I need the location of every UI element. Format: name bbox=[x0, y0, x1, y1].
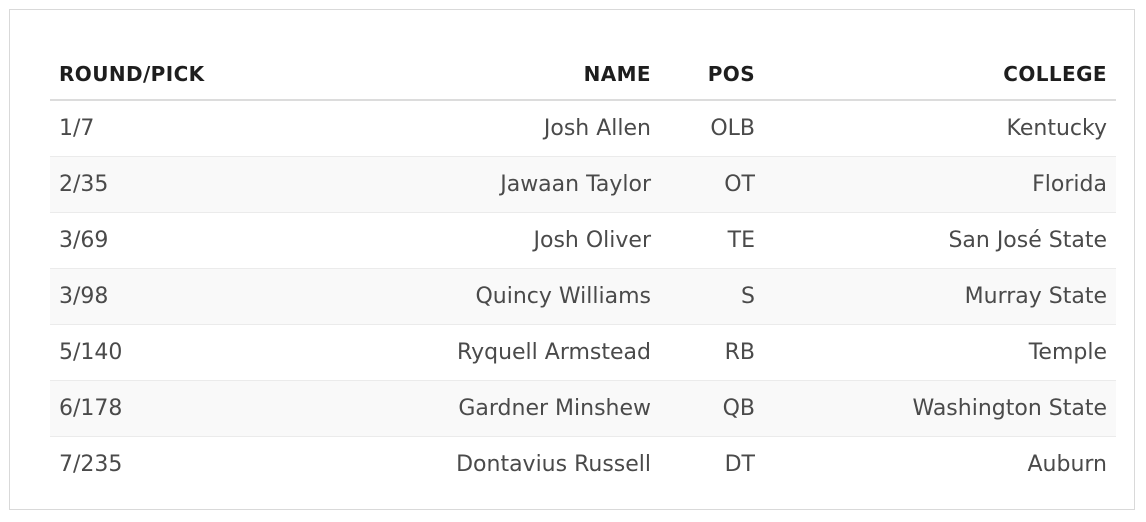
cell-name: Josh Allen bbox=[250, 100, 660, 157]
header-round-pick: ROUND/PICK bbox=[50, 48, 250, 101]
table-body: 1/7 Josh Allen OLB Kentucky 2/35 Jawaan … bbox=[50, 100, 1116, 492]
draft-picks-table: ROUND/PICK NAME POS COLLEGE 1/7 Josh All… bbox=[50, 48, 1116, 492]
header-college: COLLEGE bbox=[764, 48, 1116, 101]
table-row: 5/140 Ryquell Armstead RB Temple bbox=[50, 324, 1116, 381]
cell-round-pick: 5/140 bbox=[50, 324, 250, 381]
cell-name: Jawaan Taylor bbox=[250, 156, 660, 213]
cell-round-pick: 6/178 bbox=[50, 380, 250, 437]
cell-college: San José State bbox=[764, 212, 1116, 269]
table-row: 6/178 Gardner Minshew QB Washington Stat… bbox=[50, 380, 1116, 437]
cell-college: Murray State bbox=[764, 268, 1116, 325]
cell-college: Washington State bbox=[764, 380, 1116, 437]
cell-name: Gardner Minshew bbox=[250, 380, 660, 437]
cell-college: Auburn bbox=[1027, 452, 1107, 477]
table-row: 2/35 Jawaan Taylor OT Florida bbox=[50, 156, 1116, 213]
header-name: NAME bbox=[250, 48, 660, 101]
table-row: 3/69 Josh Oliver TE San José State bbox=[50, 212, 1116, 269]
table-header: ROUND/PICK NAME POS COLLEGE bbox=[50, 48, 1116, 101]
cell-round-pick: 7/235 bbox=[59, 452, 123, 477]
cell-pos: DT bbox=[724, 452, 755, 477]
cell-pos: OLB bbox=[660, 100, 764, 157]
cell-round-pick: 2/35 bbox=[50, 156, 250, 213]
table-row: 1/7 Josh Allen OLB Kentucky bbox=[50, 100, 1116, 157]
header-pos: POS bbox=[660, 48, 764, 101]
cell-name: Quincy Williams bbox=[250, 268, 660, 325]
cell-college: Florida bbox=[764, 156, 1116, 213]
cell-round-pick: 1/7 bbox=[50, 100, 250, 157]
cell-name: Ryquell Armstead bbox=[250, 324, 660, 381]
cell-college: Temple bbox=[764, 324, 1116, 381]
cell-round-pick: 3/98 bbox=[50, 268, 250, 325]
cell-pos: TE bbox=[660, 212, 764, 269]
cell-pos: S bbox=[660, 268, 764, 325]
cell-round-pick: 3/69 bbox=[50, 212, 250, 269]
header-row: ROUND/PICK NAME POS COLLEGE bbox=[50, 48, 1116, 101]
cell-pos: RB bbox=[660, 324, 764, 381]
cell-pos: QB bbox=[660, 380, 764, 437]
cell-college: Kentucky bbox=[764, 100, 1116, 157]
cell-name: Dontavius Russell bbox=[456, 452, 651, 477]
table-row: 7/235 Dontavius Russell DT Auburn bbox=[50, 437, 1116, 493]
draft-table-card: ROUND/PICK NAME POS COLLEGE 1/7 Josh All… bbox=[9, 9, 1135, 510]
cell-name: Josh Oliver bbox=[250, 212, 660, 269]
cell-pos: OT bbox=[660, 156, 764, 213]
table-row: 3/98 Quincy Williams S Murray State bbox=[50, 268, 1116, 325]
